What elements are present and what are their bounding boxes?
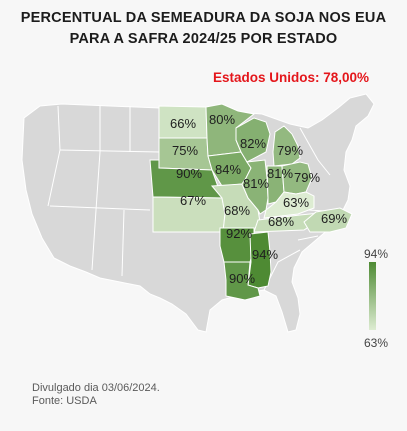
state-value-labels: 66% 80% 75% 82% 79% 90% 84% 81% 81% 79% … xyxy=(170,112,347,286)
label-iowa: 84% xyxy=(215,162,241,177)
state-kentucky xyxy=(263,191,315,219)
state-north-carolina xyxy=(303,207,353,233)
release-date: Divulgado dia 03/06/2024. xyxy=(32,382,160,394)
label-north-dakota: 66% xyxy=(170,116,196,131)
national-total: Estados Unidos: 78,00% xyxy=(212,70,369,85)
legend-max-label: 94% xyxy=(364,247,388,261)
label-minnesota: 80% xyxy=(209,112,235,127)
label-north-carolina: 69% xyxy=(321,211,347,226)
label-south-dakota: 75% xyxy=(172,143,198,158)
label-illinois: 81% xyxy=(243,176,269,191)
state-borders-west xyxy=(47,105,343,291)
state-louisiana xyxy=(223,261,261,301)
footer: Divulgado dia 03/06/2024. Fonte: USDA xyxy=(32,382,160,408)
state-mississippi xyxy=(247,231,272,289)
label-missouri: 68% xyxy=(224,203,250,218)
legend-min-label: 63% xyxy=(364,336,388,350)
label-louisiana: 90% xyxy=(229,271,255,286)
state-michigan xyxy=(272,125,301,167)
title-line-2: PARA A SAFRA 2024/25 POR ESTADO xyxy=(69,31,338,47)
label-tennessee: 68% xyxy=(268,214,294,229)
state-wisconsin xyxy=(235,117,271,163)
label-kentucky: 63% xyxy=(283,195,309,210)
source: Fonte: USDA xyxy=(32,395,97,407)
color-legend: 94% 63% xyxy=(364,247,388,350)
label-wisconsin: 82% xyxy=(240,136,266,151)
highlighted-states xyxy=(149,103,353,301)
label-indiana: 81% xyxy=(267,166,293,181)
title-line-1: PERCENTUAL DA SEMEADURA DA SOJA NOS EUA xyxy=(20,10,387,26)
label-arkansas: 92% xyxy=(226,226,252,241)
label-mississippi: 94% xyxy=(252,247,278,262)
label-nebraska: 90% xyxy=(176,166,202,181)
label-ohio: 79% xyxy=(294,170,320,185)
legend-gradient-bar xyxy=(369,262,376,330)
label-kansas: 67% xyxy=(180,193,206,208)
label-michigan: 79% xyxy=(277,143,303,158)
chart-title: PERCENTUAL DA SEMEADURA DA SOJA NOS EUA … xyxy=(0,8,407,50)
state-illinois xyxy=(241,159,269,215)
